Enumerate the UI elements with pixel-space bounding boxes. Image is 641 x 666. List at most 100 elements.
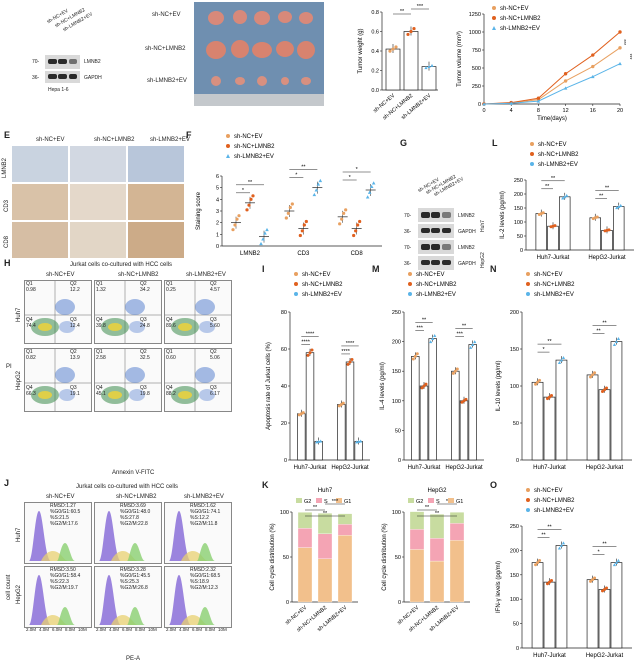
sig-label: * (242, 188, 245, 194)
flow-scatter (165, 349, 231, 411)
y-tick-label: 0 (284, 458, 287, 464)
data-point (559, 358, 564, 362)
sig-label: ** (400, 9, 405, 15)
legend-marker (226, 154, 230, 158)
cycle-stat: RMSD:1.27 (50, 503, 76, 509)
flow-plot (94, 280, 162, 344)
g1-peak (99, 511, 121, 561)
quad-label: Q3 (140, 317, 147, 323)
quad-value: 0.60 (166, 355, 176, 361)
data-point (591, 373, 595, 377)
x-tick-label: 10M (78, 627, 87, 632)
flow-scatter (165, 281, 231, 343)
stacked-segment (429, 538, 445, 562)
y-tick-label: 200 (510, 310, 519, 316)
flow-col-2: sh-NC+LMNB2 (118, 272, 159, 278)
data-point (509, 101, 513, 105)
bar (586, 579, 599, 649)
histogram-svg (99, 511, 145, 561)
x-tick-label: Huh7-Jurkat (294, 465, 327, 471)
legend-label: G2 (304, 499, 311, 505)
bar (419, 385, 429, 461)
cell-cluster (55, 299, 75, 315)
flow-scatter (95, 349, 161, 411)
legend-label: G1 (456, 499, 463, 505)
legend-marker (530, 162, 534, 166)
data-point (619, 203, 623, 207)
quad-value: 6.17 (210, 391, 220, 397)
data-point (455, 367, 459, 371)
legend-label: sh-NC+EV (234, 134, 263, 140)
quad-value: 45.1 (96, 391, 106, 397)
sig-label: *** (620, 39, 626, 45)
cycle-stat: %G2/M:17.6 (50, 521, 78, 527)
y-tick-label: 0.0 (371, 88, 379, 94)
data-point (614, 340, 619, 343)
sig-label: * (597, 550, 600, 556)
x-tick-label: 4.0M (39, 627, 50, 632)
data-point (312, 192, 317, 197)
y-axis-label: Apoptosis rate of Jurkat cells (%) (266, 342, 272, 430)
legend-label: sh-LMNB2+EV (534, 292, 574, 298)
flow-scatter (25, 281, 91, 343)
sig-label: ** (596, 329, 601, 335)
legend-label: sh-NC+LMNB2 (500, 16, 541, 22)
quad-label: Q1 (166, 281, 173, 287)
panel-label-o: O (490, 480, 498, 490)
panel-label-f: F (186, 130, 192, 140)
data-point (406, 32, 410, 37)
cell-cluster (178, 323, 192, 331)
data-point (607, 228, 611, 232)
data-point (261, 237, 265, 241)
cycle-histogram (94, 566, 162, 628)
stacked-segment (449, 540, 465, 603)
data-point (433, 334, 437, 338)
y-tick-label: 250 (392, 310, 401, 316)
y-tick-label: 100 (392, 399, 401, 405)
x-tick-label: 8.0M (65, 627, 76, 632)
data-point (591, 53, 595, 57)
legend-marker (226, 134, 230, 138)
quad-value: 39.8 (96, 323, 106, 329)
data-point (298, 233, 302, 238)
data-point (534, 563, 538, 567)
chart-o-ifng: sh-NC+EV sh-NC+LMNB2 sh-LMNB2+EV 0 50 100 150 2… (496, 488, 632, 659)
legend-label: sh-NC+LMNB2 (538, 152, 579, 158)
data-point (591, 74, 595, 79)
blot-g-cell-1: Huh7 (480, 220, 486, 232)
x-tick-label: CD3 (297, 251, 310, 257)
bar (586, 374, 599, 461)
x-tick-label: 6.0M (192, 627, 203, 632)
quad-value: 32.5 (140, 355, 150, 361)
subplot-title: Huh7 (318, 488, 333, 494)
data-point (302, 223, 306, 227)
sig-label: **** (346, 341, 355, 347)
cycle-stat: %G0/G1:68.5 (190, 573, 221, 579)
quad-label: Q4 (166, 385, 173, 391)
g1-peak (169, 511, 191, 561)
legend-label: sh-LMNB2+EV (538, 162, 578, 168)
data-point (563, 195, 567, 199)
sig-label: *** (626, 54, 632, 60)
stacked-segment (429, 514, 445, 539)
y-tick-label: 100 (280, 510, 289, 516)
x-tick-label: 10M (148, 627, 157, 632)
y-tick-label: 0 (516, 458, 519, 464)
panel-label-m: M (372, 264, 380, 274)
x-tick-label: HepG2-Jurkat (586, 465, 624, 471)
cycle-stat: %G0/G1:45.5 (120, 573, 151, 579)
blot-g-mw-2: 36- (404, 229, 412, 235)
legend-label: sh-LMNB2+EV (416, 292, 456, 298)
g2-peak (197, 543, 215, 561)
quad-value: 5.06 (210, 355, 220, 361)
legend-swatch (336, 498, 342, 503)
data-point (365, 195, 370, 199)
quad-value: 5.60 (210, 323, 220, 329)
chart-k-cell-cycle: Huh7 G2 S G1 0 50 100 Cell cycle distribution (… (270, 488, 470, 633)
x-tick-label: 8 (537, 108, 540, 114)
data-point (615, 206, 619, 210)
quad-label: Q4 (26, 317, 33, 323)
bar (531, 562, 544, 649)
data-point (235, 217, 239, 221)
x-tick-label: Huh7-Jurkat (533, 653, 566, 659)
